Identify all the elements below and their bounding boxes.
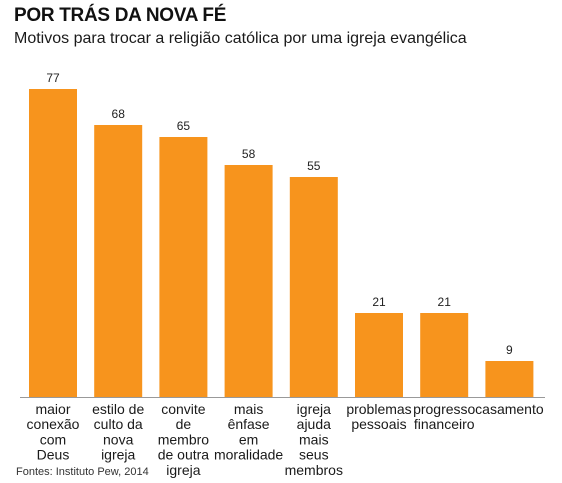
bar-value-label: 68: [112, 107, 126, 121]
category-label-line: mais: [299, 431, 329, 447]
category-label: progresso financeiro: [413, 401, 475, 432]
bar-value-label: 21: [372, 295, 386, 309]
category-label: casamento: [475, 401, 544, 417]
category-label-line: pessoais: [351, 416, 406, 432]
category-label-line: casamento: [475, 401, 544, 417]
category-label: estilo de culto da nova igreja: [92, 401, 144, 463]
category-label: problemas pessoais: [346, 401, 411, 432]
category-label-line: financeiro: [414, 416, 475, 432]
chart-subtitle: Motivos para trocar a religião católica …: [14, 30, 467, 47]
bar: [224, 165, 273, 397]
category-label-line: convite: [161, 401, 206, 417]
bar: [94, 125, 143, 397]
category-label-line: problemas: [346, 401, 411, 417]
bar: [29, 89, 77, 397]
category-label-line: ênfase: [228, 416, 270, 432]
source-note: Fontes: Instituto Pew, 2014: [16, 466, 149, 478]
bar-value-label: 77: [46, 71, 60, 85]
bar: [289, 177, 338, 397]
bars-group: 77 maior conexão com Deus 68 estilo de culto da…: [27, 71, 544, 478]
category-label-line: conexão: [27, 416, 80, 432]
category-label-line: culto da: [94, 416, 143, 432]
category-label-line: membro: [158, 431, 210, 447]
bar-value-label: 21: [438, 295, 452, 309]
category-label-line: progresso: [413, 401, 475, 417]
bar-value-label: 58: [242, 147, 256, 161]
category-label: convite de membro de outra igreja: [158, 401, 210, 478]
chart-title: POR TRÁS DA NOVA FÉ: [14, 5, 227, 26]
category-label-line: moralidade: [214, 447, 283, 463]
category-label: mais ênfase em moralidade: [214, 401, 283, 463]
bar: [485, 361, 534, 397]
category-label: maior conexão com Deus: [27, 401, 80, 463]
category-label-line: maior: [35, 401, 70, 417]
category-label-line: igreja: [297, 401, 331, 417]
category-label-line: igreja: [101, 447, 135, 463]
bar-value-label: 9: [506, 343, 513, 357]
bar-value-label: 65: [177, 119, 191, 133]
category-label-line: com: [40, 431, 66, 447]
bar: [420, 313, 469, 397]
category-label: igreja ajuda mais seus membros: [285, 401, 343, 478]
category-label-line: em: [239, 431, 258, 447]
category-label-line: igreja: [166, 462, 200, 478]
category-label-line: de outra: [158, 447, 210, 463]
bar: [355, 313, 403, 397]
category-label-line: Deus: [37, 447, 70, 463]
category-label-line: membros: [285, 462, 343, 478]
bar-value-label: 55: [307, 159, 321, 173]
category-label-line: de: [176, 416, 192, 432]
category-label-line: seus: [299, 447, 329, 463]
category-label-line: ajuda: [297, 416, 331, 432]
category-label-line: estilo de: [92, 401, 144, 417]
category-label-line: mais: [234, 401, 264, 417]
bar: [159, 137, 208, 397]
category-label-line: nova: [103, 431, 134, 447]
